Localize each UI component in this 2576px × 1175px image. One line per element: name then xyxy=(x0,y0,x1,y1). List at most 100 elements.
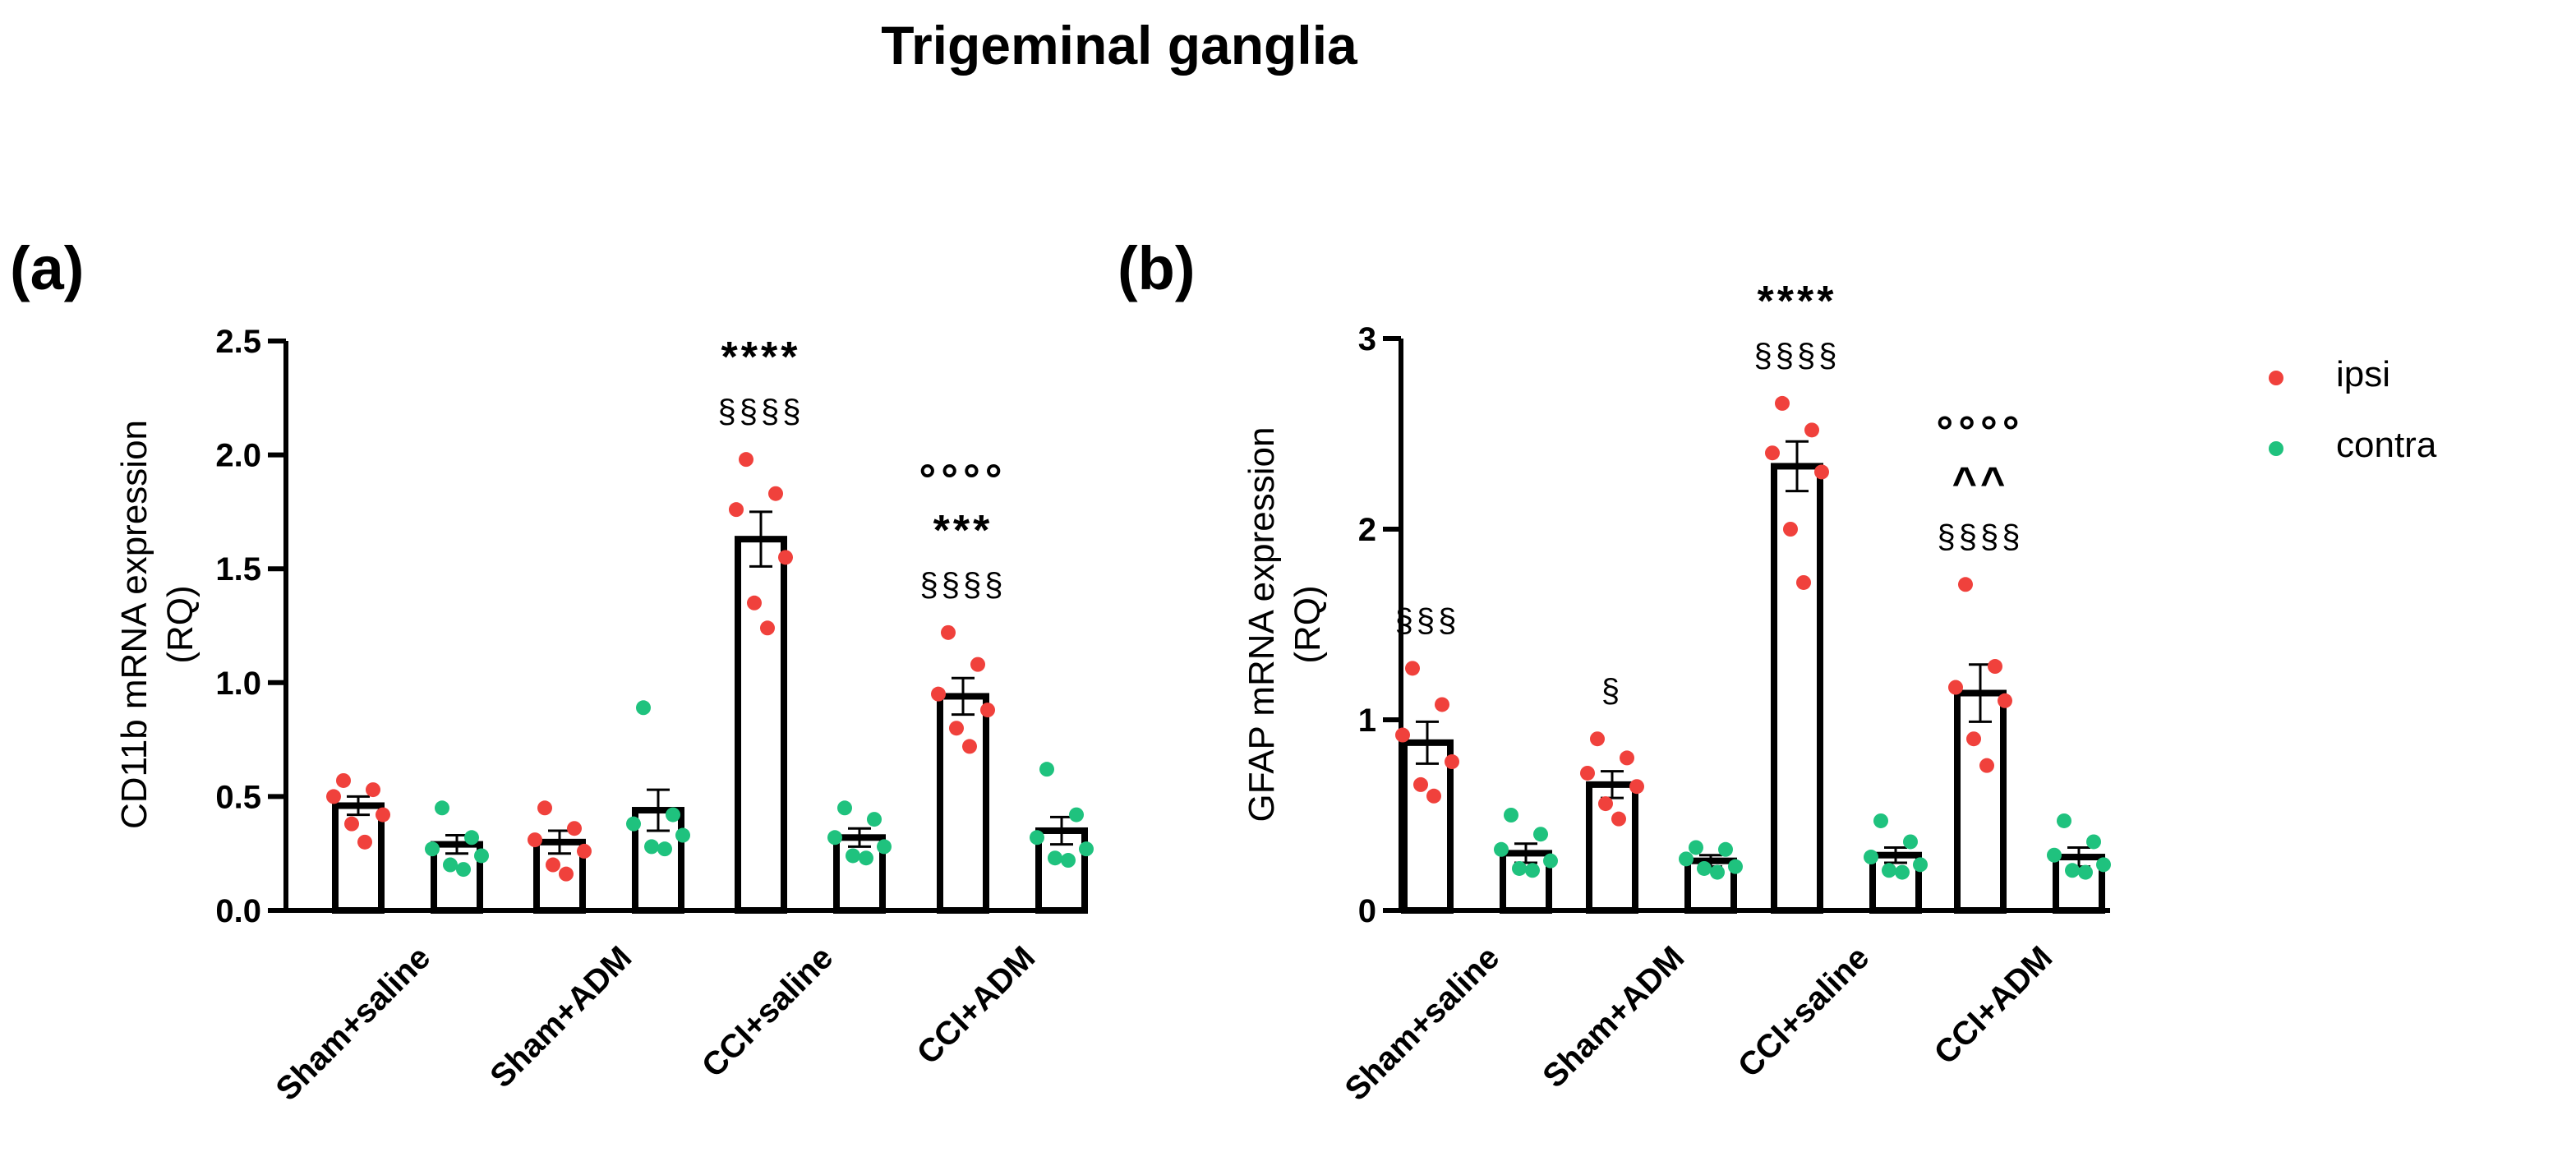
data-point-ipsi xyxy=(729,502,744,518)
data-point-ipsi xyxy=(1598,796,1613,812)
data-point-contra xyxy=(644,839,659,855)
data-point-ipsi xyxy=(528,832,542,848)
y-tick-label: 1 xyxy=(1358,703,1376,739)
data-point-ipsi xyxy=(326,789,341,804)
data-point-ipsi xyxy=(567,821,582,836)
data-point-contra xyxy=(1543,853,1558,869)
data-point-contra xyxy=(2086,834,2101,850)
data-point-contra xyxy=(1882,863,1896,878)
data-point-contra xyxy=(2047,847,2062,863)
bar-ipsi xyxy=(1954,689,2007,915)
data-point-ipsi xyxy=(962,739,977,754)
data-point-contra xyxy=(1903,834,1918,850)
data-point-contra xyxy=(443,857,458,873)
legend-ipsi-label: ipsi xyxy=(2336,354,2390,394)
bar-contra xyxy=(431,841,483,915)
y-axis-title-line: (RQ) xyxy=(1288,585,1328,663)
data-point-contra xyxy=(1061,853,1076,869)
significance-annotation: §§§§ xyxy=(718,394,804,430)
data-point-ipsi xyxy=(559,866,574,882)
data-point-ipsi xyxy=(1405,661,1420,676)
data-point-contra xyxy=(846,848,860,864)
significance-annotation: § xyxy=(1601,673,1623,709)
significance-annotation: §§§§ xyxy=(1938,518,2024,555)
x-tick-label: Sham+saline xyxy=(270,939,438,1108)
data-point-ipsi xyxy=(1435,697,1449,712)
y-tick-label: 3 xyxy=(1358,321,1376,357)
legend-ipsi-marker xyxy=(2269,371,2283,385)
significance-annotation: §§§ xyxy=(1395,602,1460,638)
data-point-ipsi xyxy=(1765,445,1780,461)
significance-annotation: ^^ xyxy=(1952,458,2009,506)
data-point-contra xyxy=(2078,864,2093,880)
bar-ipsi xyxy=(1771,463,1823,914)
data-point-ipsi xyxy=(980,703,995,718)
data-point-contra xyxy=(435,800,449,816)
y-axis-title: CD11b mRNA expression (RQ) xyxy=(114,420,200,829)
y-axis-title-line: CD11b mRNA expression xyxy=(114,420,154,829)
data-point-ipsi xyxy=(949,721,964,736)
y-tick-label: 2.0 xyxy=(215,438,261,474)
data-point-ipsi xyxy=(1775,395,1790,411)
data-point-ipsi xyxy=(366,782,380,798)
data-point-contra xyxy=(474,848,489,864)
legend-contra-marker xyxy=(2269,441,2283,456)
data-point-contra xyxy=(657,841,672,857)
data-point-contra xyxy=(456,862,471,878)
data-point-ipsi xyxy=(1966,731,1981,747)
panel-a-chart: 0.0 0.5 1.0 1.5 2.0 2.5 CD11b mRNA expression(… xyxy=(114,324,1094,1108)
data-point-ipsi xyxy=(1948,680,1963,695)
y-tick-label: 1.0 xyxy=(215,666,261,702)
data-point-ipsi xyxy=(1796,574,1811,590)
data-point-contra xyxy=(1048,850,1062,866)
x-tick-label: CCI+saline xyxy=(695,939,841,1085)
data-point-contra xyxy=(2096,857,2111,873)
significance-annotation: **** xyxy=(1758,278,1837,325)
data-point-contra xyxy=(1512,860,1527,876)
x-tick-label: Sham+ADM xyxy=(483,939,638,1094)
data-point-contra xyxy=(2057,813,2071,828)
data-point-ipsi xyxy=(768,486,783,501)
data-point-contra xyxy=(1079,841,1094,857)
data-point-contra xyxy=(1728,859,1743,874)
x-tick-label: CCI+ADM xyxy=(910,939,1043,1071)
legend-contra-label: contra xyxy=(2336,425,2437,465)
data-point-ipsi xyxy=(1580,765,1595,781)
data-point-ipsi xyxy=(1620,750,1634,766)
x-tick-label: Sham+saline xyxy=(1339,939,1507,1108)
legend: ipsi contra xyxy=(2269,354,2437,465)
data-point-contra xyxy=(1504,808,1518,822)
data-point-ipsi xyxy=(1958,577,1973,592)
data-point-contra xyxy=(675,827,690,843)
data-point-contra xyxy=(2065,863,2080,878)
data-point-ipsi xyxy=(760,620,775,636)
data-point-ipsi xyxy=(941,624,956,640)
bar-contra xyxy=(833,834,886,915)
panel-label-a: (a) xyxy=(10,234,84,302)
data-point-ipsi xyxy=(336,772,351,788)
y-tick-label: 2 xyxy=(1358,512,1376,548)
data-point-ipsi xyxy=(1413,776,1428,792)
data-point-contra xyxy=(827,830,842,846)
data-point-contra xyxy=(1718,841,1733,857)
data-point-contra xyxy=(1697,860,1712,876)
bar-ipsi xyxy=(735,536,787,914)
x-tick-label: Sham+ADM xyxy=(1536,939,1691,1094)
data-point-contra xyxy=(464,830,479,846)
data-point-contra xyxy=(837,800,852,816)
data-point-ipsi xyxy=(546,857,560,873)
data-point-contra xyxy=(867,812,882,827)
data-point-ipsi xyxy=(344,816,359,832)
data-point-contra xyxy=(1030,830,1044,846)
panel-label-b: (b) xyxy=(1117,234,1196,302)
y-tick-label: 0.5 xyxy=(215,779,261,815)
data-point-ipsi xyxy=(1783,522,1798,537)
data-point-contra xyxy=(1913,857,1928,873)
data-point-ipsi xyxy=(537,800,552,816)
data-point-ipsi xyxy=(970,657,985,672)
y-axis-title-line: GFAP mRNA expression xyxy=(1242,427,1282,822)
data-point-contra xyxy=(636,700,651,716)
y-tick-label: 0.0 xyxy=(215,893,261,929)
bar-contra xyxy=(1869,851,1922,914)
